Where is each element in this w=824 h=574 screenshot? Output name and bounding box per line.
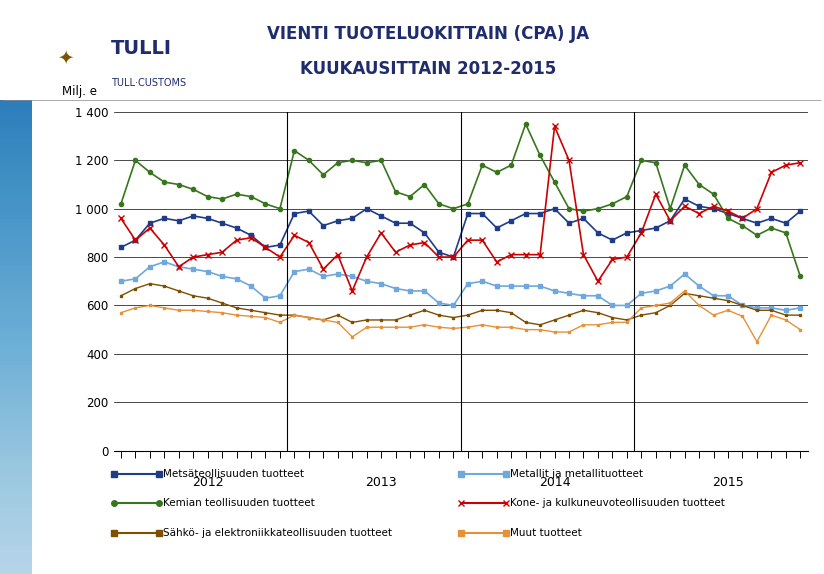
- Text: TULL·CUSTOMS: TULL·CUSTOMS: [111, 78, 186, 88]
- Text: Kone- ja kulkuneuvoteollisuuden tuotteet: Kone- ja kulkuneuvoteollisuuden tuotteet: [510, 498, 725, 509]
- Text: ✦: ✦: [58, 48, 73, 67]
- Text: Metallit ja metallituotteet: Metallit ja metallituotteet: [510, 468, 643, 479]
- Text: TULLI: TULLI: [111, 39, 172, 59]
- Text: Sähkö- ja elektroniikkateollisuuden tuotteet: Sähkö- ja elektroniikkateollisuuden tuot…: [163, 528, 392, 538]
- Text: 2014: 2014: [539, 476, 570, 489]
- Text: Muut tuotteet: Muut tuotteet: [510, 528, 582, 538]
- Text: Metsäteollisuuden tuotteet: Metsäteollisuuden tuotteet: [163, 468, 304, 479]
- Text: 2012: 2012: [192, 476, 223, 489]
- Text: 2013: 2013: [365, 476, 397, 489]
- Text: VIENTI TUOTELUOKITTAIN (CPA) JA: VIENTI TUOTELUOKITTAIN (CPA) JA: [268, 25, 589, 44]
- Text: Milj. e: Milj. e: [62, 86, 96, 98]
- Text: KUUKAUSITTAIN 2012-2015: KUUKAUSITTAIN 2012-2015: [301, 60, 556, 78]
- Text: 2015: 2015: [712, 476, 744, 489]
- Text: Kemian teollisuuden tuotteet: Kemian teollisuuden tuotteet: [163, 498, 315, 509]
